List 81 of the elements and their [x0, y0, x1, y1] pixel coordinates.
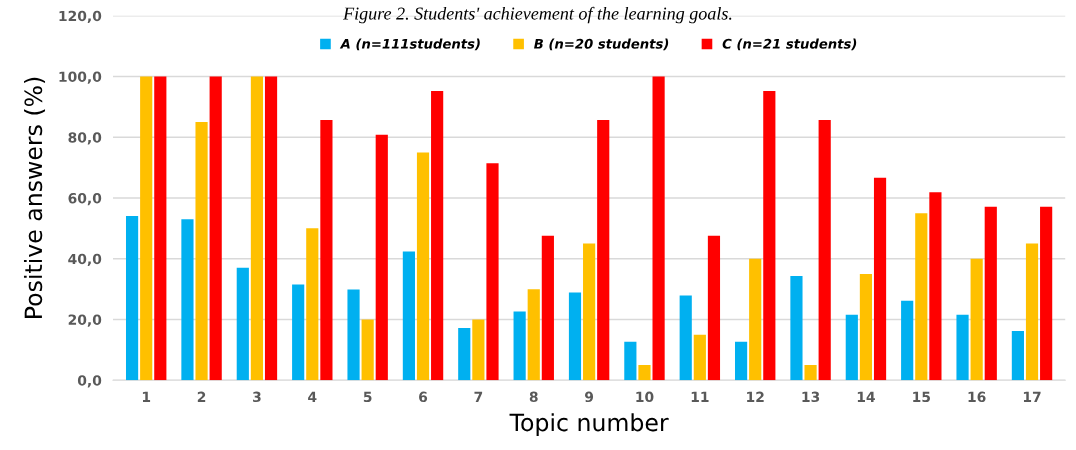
bar: [818, 119, 831, 381]
bar: [527, 289, 540, 381]
x-tick-label: 8: [529, 391, 538, 403]
x-tick-label: 13: [802, 391, 820, 403]
bar: [624, 341, 637, 381]
bar: [209, 76, 222, 381]
x-tick-label: 6: [419, 391, 428, 403]
bar: [970, 258, 983, 381]
x-tick-label: 10: [636, 391, 654, 403]
bar: [347, 289, 360, 381]
bar: [984, 206, 997, 381]
bar: [1025, 243, 1039, 381]
bar: [402, 251, 415, 381]
legend-label: C (n=21 students): [722, 38, 857, 51]
x-tick-label: 5: [363, 391, 372, 403]
y-tick-label: 80,0: [68, 132, 102, 145]
x-tick-label: 11: [691, 391, 709, 402]
bar: [361, 319, 374, 381]
bar: [140, 76, 153, 381]
x-tick-label: 7: [474, 391, 483, 402]
bar: [541, 235, 554, 381]
bar: [679, 295, 692, 381]
bar: [873, 177, 887, 381]
x-tick-label: 3: [253, 391, 261, 403]
bar: [763, 91, 776, 381]
bar: [1011, 331, 1024, 381]
bar: [929, 192, 942, 381]
bar: [181, 219, 194, 381]
x-axis-title: Topic number: [509, 413, 669, 436]
bar: [472, 319, 485, 381]
legend-label: B (n=20 students): [534, 38, 669, 51]
bar: [513, 311, 526, 381]
x-tick-label: 16: [968, 391, 986, 403]
bar: [154, 76, 167, 381]
x-tick-label: 14: [857, 391, 875, 402]
y-tick-label: 40,0: [68, 253, 102, 266]
bar: [236, 267, 249, 381]
bar: [638, 365, 651, 381]
x-tick-label: 15: [913, 391, 930, 403]
bar: [568, 292, 582, 381]
bar: [431, 91, 444, 381]
legend-label: A (n=111students): [339, 38, 480, 51]
bar: [306, 228, 319, 381]
bar: [693, 334, 706, 381]
bar: [859, 273, 873, 381]
bar: [901, 300, 914, 381]
bar: [292, 284, 305, 381]
x-tick-label: 12: [747, 391, 764, 402]
bar: [597, 119, 610, 381]
bar: [707, 235, 721, 381]
bar: [458, 328, 471, 381]
bar: [320, 119, 333, 381]
bar: [375, 134, 388, 381]
chart-title: Figure 2. Students' achievement of the learning goals.: [343, 6, 732, 24]
y-tick-label: 100,0: [59, 71, 102, 84]
bar: [790, 276, 803, 381]
bar: [956, 314, 969, 381]
bar: [195, 122, 208, 381]
y-tick-label: 20,0: [68, 314, 102, 327]
bar: [486, 163, 499, 381]
bar: [749, 258, 762, 381]
bar: [250, 76, 264, 381]
bar: [583, 243, 596, 381]
y-tick-label: 120,0: [59, 10, 102, 23]
bar: [652, 76, 665, 381]
bar: [915, 213, 928, 381]
bar: [845, 314, 858, 381]
y-tick-label: 60,0: [68, 192, 102, 206]
x-tick-label: 9: [585, 391, 594, 403]
bar: [1040, 206, 1053, 381]
bar: [416, 152, 430, 381]
x-tick-label: 4: [308, 391, 317, 402]
bar: [804, 365, 817, 381]
x-tick-label: 1: [142, 391, 151, 402]
x-tick-label: 17: [1023, 391, 1041, 402]
x-tick-label: 2: [197, 391, 206, 402]
bar: [125, 215, 139, 381]
y-axis-title: Positive answers (%): [23, 77, 46, 318]
bar: [734, 341, 748, 381]
y-tick-label: 0,0: [77, 375, 102, 388]
bar: [264, 76, 278, 381]
